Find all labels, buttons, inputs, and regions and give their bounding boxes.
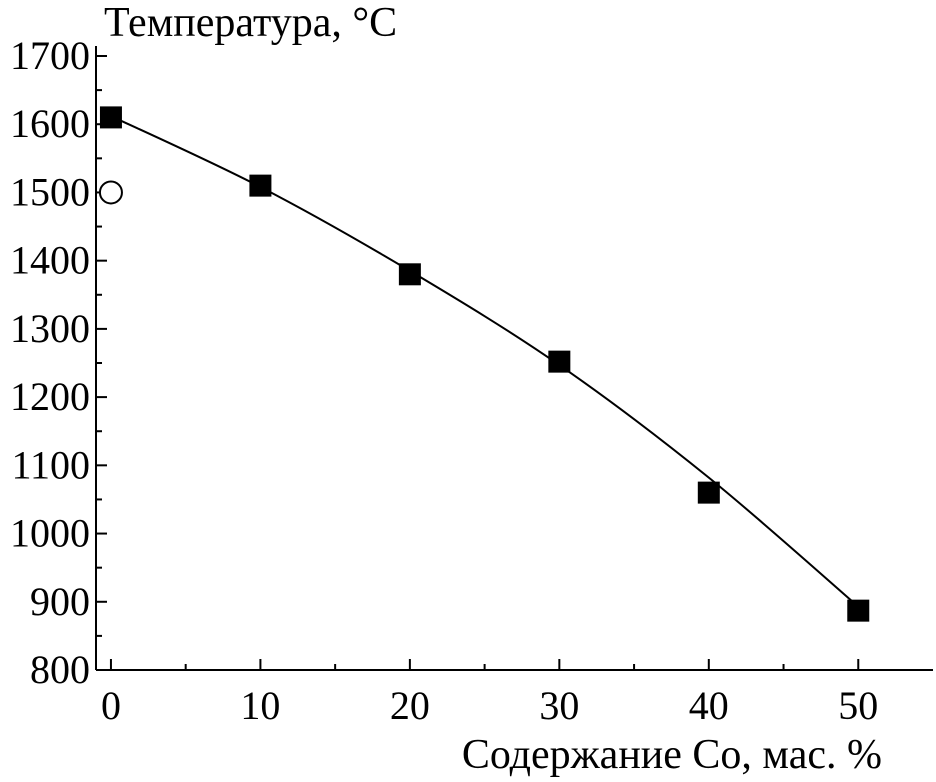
y-tick-label: 1400 xyxy=(10,238,90,283)
y-tick-label: 800 xyxy=(30,647,90,692)
data-point-square xyxy=(697,481,720,504)
data-point-square xyxy=(847,599,870,622)
tick-labels: 800 900 1000 1100 1200 1300 1400 1500 1600 1700 0 1… xyxy=(10,33,878,728)
y-tick-label: 1100 xyxy=(11,442,90,487)
data-point-circle xyxy=(98,180,123,205)
data-point-square xyxy=(398,263,421,286)
x-tick-label: 20 xyxy=(390,683,430,728)
y-tick-label: 1500 xyxy=(10,169,90,214)
fit-curve xyxy=(110,115,859,608)
data-point-square xyxy=(548,350,571,373)
x-tick-label: 10 xyxy=(240,683,280,728)
data-point-square xyxy=(249,174,272,197)
x-tick-label: 30 xyxy=(539,683,579,728)
y-tick-label: 1700 xyxy=(10,33,90,78)
axes xyxy=(95,46,933,671)
x-tick-label: 40 xyxy=(689,683,729,728)
ticks xyxy=(96,55,860,671)
x-tick-label: 0 xyxy=(101,683,121,728)
y-tick-label: 1600 xyxy=(10,101,90,146)
data-markers xyxy=(98,106,870,622)
y-tick-label: 1300 xyxy=(10,306,90,351)
data-point-square xyxy=(99,106,122,129)
y-tick-label: 900 xyxy=(30,579,90,624)
x-axis-title: Содержание Со, мас. % xyxy=(462,732,882,778)
y-tick-label: 1200 xyxy=(10,374,90,419)
y-tick-label: 1000 xyxy=(10,511,90,556)
x-tick-label: 50 xyxy=(838,683,878,728)
y-axis-title: Температура, °С xyxy=(104,0,397,46)
